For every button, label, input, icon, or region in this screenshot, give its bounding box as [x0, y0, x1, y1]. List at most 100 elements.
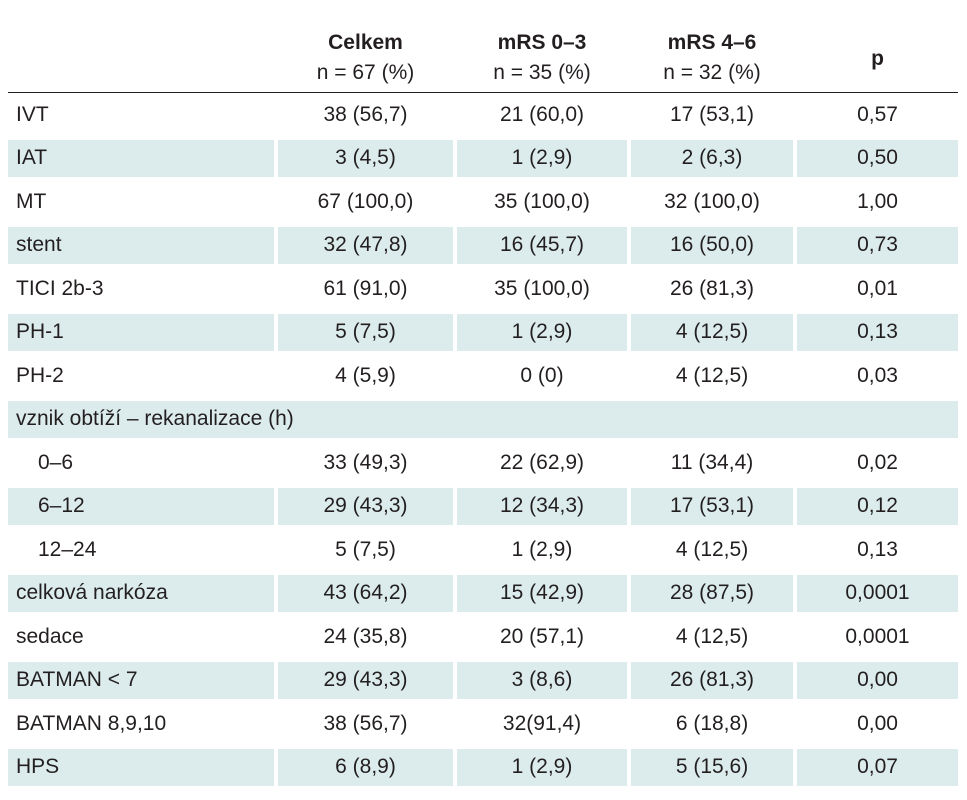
results-table: Celkem n = 67 (%) mRS 0–3 n = 35 (%) mRS…	[8, 22, 958, 789]
table-row: 12–24 5 (7,5) 1 (2,9) 4 (12,5) 0,13	[8, 528, 958, 572]
header-mrs-0-3-n: n = 35 (%)	[493, 61, 591, 84]
cell-mrs-0-3: 32(91,4)	[502, 711, 582, 735]
cell-mrs-0-3: 22 (62,9)	[499, 450, 585, 474]
row-label: celková narkóza	[8, 574, 274, 612]
row-label: MT	[16, 189, 47, 213]
cell-total: 38 (56,7)	[323, 102, 408, 126]
table-row: PH-2 4 (5,9) 0 (0) 4 (12,5) 0,03	[8, 354, 958, 398]
cell-mrs-4-6: 16 (50,0)	[631, 226, 793, 264]
table-body: IVT 38 (56,7) 21 (60,0) 17 (53,1) 0,57 IAT 3 (…	[8, 93, 958, 789]
header-p-value: p	[871, 47, 884, 70]
cell-mrs-0-3: 21 (60,0)	[499, 102, 585, 126]
cell-p-value: 0,57	[857, 102, 898, 126]
header-mrs-0-3-title: mRS 0–3	[497, 31, 587, 54]
section-label: vznik obtíží – rekanalizace (h)	[8, 400, 958, 438]
table-row: MT 67 (100,0) 35 (100,0) 32 (100,0) 1,00	[8, 180, 958, 224]
cell-mrs-4-6: 26 (81,3)	[669, 276, 755, 300]
cell-mrs-4-6: 4 (12,5)	[675, 537, 749, 561]
header-total: Celkem n = 67 (%)	[278, 28, 453, 88]
cell-total: 3 (4,5)	[278, 139, 453, 177]
cell-mrs-0-3: 0 (0)	[520, 363, 564, 387]
cell-total: 29 (43,3)	[278, 661, 453, 699]
table-row: sedace 24 (35,8) 20 (57,1) 4 (12,5) 0,0001	[8, 615, 958, 659]
cell-p-value: 0,0001	[797, 574, 958, 612]
cell-total: 5 (7,5)	[335, 537, 396, 561]
cell-mrs-4-6: 28 (87,5)	[631, 574, 793, 612]
row-label: sedace	[16, 624, 84, 648]
cell-p-value: 0,13	[857, 537, 898, 561]
cell-total: 61 (91,0)	[323, 276, 408, 300]
header-total-n: n = 67 (%)	[316, 61, 415, 84]
table-row: HPS 6 (8,9) 1 (2,9) 5 (15,6) 0,07	[8, 746, 958, 790]
cell-mrs-0-3: 1 (2,9)	[457, 139, 627, 177]
cell-mrs-4-6: 6 (18,8)	[675, 711, 749, 735]
header-total-title: Celkem	[328, 31, 403, 54]
table-header: Celkem n = 67 (%) mRS 0–3 n = 35 (%) mRS…	[8, 22, 958, 93]
cell-p-value: 0,00	[857, 711, 898, 735]
header-mrs-4-6: mRS 4–6 n = 32 (%)	[631, 28, 793, 88]
cell-p-value: 0,00	[797, 661, 958, 699]
cell-mrs-4-6: 26 (81,3)	[631, 661, 793, 699]
cell-total: 24 (35,8)	[323, 624, 408, 648]
row-label: PH-2	[16, 363, 64, 387]
table-row: vznik obtíží – rekanalizace (h)	[8, 398, 958, 442]
cell-mrs-0-3: 1 (2,9)	[457, 748, 627, 786]
cell-p-value: 0,07	[797, 748, 958, 786]
cell-total: 67 (100,0)	[317, 189, 414, 213]
cell-p-value: 1,00	[857, 189, 898, 213]
cell-total: 33 (49,3)	[323, 450, 408, 474]
cell-mrs-0-3: 16 (45,7)	[457, 226, 627, 264]
cell-p-value: 0,12	[797, 487, 958, 525]
cell-p-value: 0,01	[857, 276, 898, 300]
cell-mrs-0-3: 15 (42,9)	[457, 574, 627, 612]
cell-mrs-4-6: 11 (34,4)	[670, 450, 754, 474]
cell-p-value: 0,02	[857, 450, 898, 474]
cell-total: 43 (64,2)	[278, 574, 453, 612]
cell-mrs-0-3: 35 (100,0)	[494, 276, 590, 300]
table-row: celková narkóza 43 (64,2) 15 (42,9) 28 (87,…	[8, 572, 958, 616]
row-label: HPS	[8, 748, 274, 786]
cell-p-value: 0,13	[797, 313, 958, 351]
cell-mrs-4-6: 5 (15,6)	[631, 748, 793, 786]
cell-mrs-0-3: 1 (2,9)	[457, 313, 627, 351]
cell-mrs-4-6: 2 (6,3)	[631, 139, 793, 177]
cell-total: 4 (5,9)	[335, 363, 396, 387]
cell-mrs-0-3: 1 (2,9)	[511, 537, 573, 561]
cell-mrs-4-6: 4 (12,5)	[675, 624, 749, 648]
cell-total: 38 (56,7)	[323, 711, 408, 735]
cell-mrs-4-6: 4 (12,5)	[631, 313, 793, 351]
row-label: IVT	[16, 102, 49, 126]
cell-mrs-4-6: 4 (12,5)	[675, 363, 749, 387]
cell-total: 32 (47,8)	[278, 226, 453, 264]
table-row: stent 32 (47,8) 16 (45,7) 16 (50,0) 0,73	[8, 224, 958, 268]
table-row: 0–6 33 (49,3) 22 (62,9) 11 (34,4) 0,02	[8, 441, 958, 485]
cell-mrs-0-3: 20 (57,1)	[499, 624, 585, 648]
table-row: IAT 3 (4,5) 1 (2,9) 2 (6,3) 0,50	[8, 137, 958, 181]
cell-mrs-4-6: 17 (53,1)	[669, 102, 755, 126]
table-row: IVT 38 (56,7) 21 (60,0) 17 (53,1) 0,57	[8, 93, 958, 137]
row-label: 12–24	[38, 537, 97, 561]
table-row: 6–12 29 (43,3) 12 (34,3) 17 (53,1) 0,12	[8, 485, 958, 529]
cell-p-value: 0,73	[797, 226, 958, 264]
row-label: IAT	[8, 139, 274, 177]
row-label: 0–6	[38, 450, 74, 474]
cell-mrs-0-3: 3 (8,6)	[457, 661, 627, 699]
cell-total: 29 (43,3)	[278, 487, 453, 525]
header-mrs-4-6-title: mRS 4–6	[667, 31, 757, 54]
table-row: BATMAN < 7 29 (43,3) 3 (8,6) 26 (81,3) 0,00	[8, 659, 958, 703]
table-row: PH-1 5 (7,5) 1 (2,9) 4 (12,5) 0,13	[8, 311, 958, 355]
cell-mrs-4-6: 17 (53,1)	[631, 487, 793, 525]
cell-p-value: 0,50	[797, 139, 958, 177]
row-label: BATMAN < 7	[8, 661, 274, 699]
cell-mrs-4-6: 32 (100,0)	[664, 189, 760, 213]
cell-p-value: 0,03	[857, 363, 898, 387]
header-mrs-0-3: mRS 0–3 n = 35 (%)	[457, 28, 627, 88]
row-label: BATMAN 8,9,10	[16, 711, 167, 735]
row-label: 6–12	[8, 487, 274, 525]
cell-p-value: 0,0001	[845, 624, 910, 648]
header-mrs-4-6-n: n = 32 (%)	[663, 61, 761, 84]
cell-mrs-0-3: 12 (34,3)	[457, 487, 627, 525]
cell-total: 5 (7,5)	[278, 313, 453, 351]
row-label: TICI 2b-3	[16, 276, 104, 300]
cell-total: 6 (8,9)	[278, 748, 453, 786]
